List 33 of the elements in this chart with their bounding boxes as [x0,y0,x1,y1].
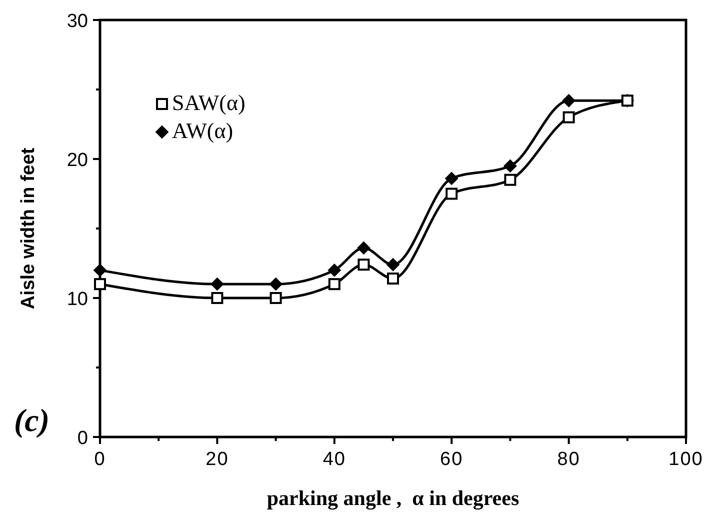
text: (c) [14,402,50,438]
x-tick-label: 0 [94,449,106,470]
point [328,278,340,290]
x-tick-label: 40 [322,449,346,470]
point [445,172,458,185]
point [562,94,576,108]
point [94,278,106,290]
legend-label: SAW(α) [172,90,246,115]
x-tick-label: 20 [206,449,229,470]
y-tick-label: 30 [66,11,88,32]
point [94,264,106,277]
y-tick-label: 0 [77,428,88,449]
x-tick-label: 80 [557,449,580,470]
point [357,241,370,254]
point [504,159,517,172]
y-tick-label: 20 [66,150,88,171]
legend-label: AW(α) [172,118,234,143]
x-axis-title: parking angle , α in degrees [266,486,520,510]
point [269,278,282,291]
point [446,188,458,200]
point [210,278,224,291]
y-axis-title: Aisle width in feet [18,147,39,310]
point [358,258,370,271]
x-tick-label: 60 [440,449,464,470]
point [328,264,341,277]
point [270,292,282,304]
point [211,292,224,304]
point [504,174,516,186]
x-tick-label: 100 [668,449,704,470]
point [387,272,399,285]
y-tick-label: 10 [66,289,88,310]
point [562,111,575,124]
point [386,258,400,272]
